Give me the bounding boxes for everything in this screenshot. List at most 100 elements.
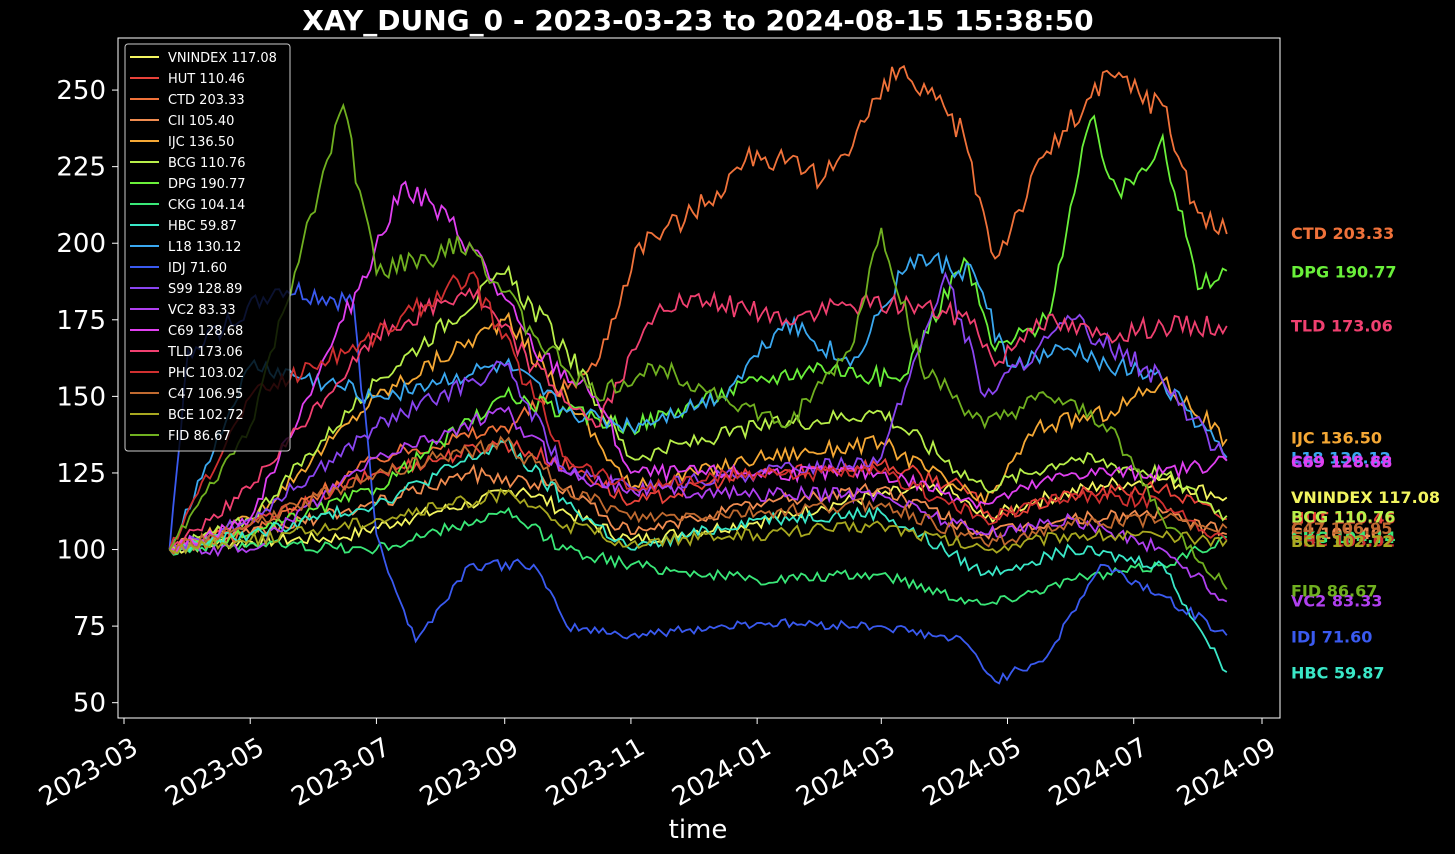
legend: VNINDEX 117.08 HUT 110.46 CTD 203.33 CII 10…	[124, 43, 291, 452]
end-label-value: 110.46	[1334, 508, 1396, 527]
legend-entry-name: TLD	[167, 345, 193, 360]
end-label-name: VC2	[1291, 592, 1326, 611]
legend-entry-c47: C47 106.95	[168, 387, 243, 402]
legend-entry-value: 59.87	[200, 219, 237, 234]
legend-entry-hbc: HBC 59.87	[168, 219, 237, 234]
series-line-hbc	[169, 436, 1228, 673]
legend-entry-vnindex: VNINDEX 117.08	[168, 51, 277, 66]
end-label-name: FID	[1291, 581, 1321, 600]
end-label-value: 59.87	[1334, 663, 1385, 682]
series-line-s99	[168, 271, 1228, 554]
end-label-dpg: DPG 190.77	[1291, 262, 1396, 281]
legend-entry-value: 203.33	[199, 93, 245, 108]
legend-entry-value: 102.72	[198, 408, 244, 423]
legend-entry-value: 110.46	[199, 72, 245, 87]
legend-entry-value: 83.33	[198, 303, 235, 318]
series-line-ijc	[169, 311, 1228, 551]
legend-entry-name: HBC	[168, 219, 196, 234]
legend-entry-name: BCG	[168, 156, 196, 171]
end-label-name: DPG	[1291, 262, 1329, 281]
end-label-value: 86.67	[1327, 581, 1378, 600]
y-tick-label: 250	[56, 76, 106, 106]
end-label-name: VNINDEX	[1291, 488, 1373, 507]
y-tick-label: 225	[56, 153, 106, 183]
end-label-bce: BCE 102.72	[1291, 532, 1393, 551]
legend-entry-value: 104.14	[200, 198, 246, 213]
y-tick-label: 100	[56, 536, 106, 566]
end-label-name: BCG	[1291, 508, 1328, 527]
legend-entry-name: CKG	[168, 198, 196, 213]
end-label-value: 83.33	[1332, 592, 1383, 611]
end-label-name: S99	[1291, 452, 1325, 471]
legend-entry-name: DPG	[168, 177, 196, 192]
y-tick-label: 75	[73, 612, 106, 642]
legend-entry-value: 110.76	[200, 156, 246, 171]
legend-entry-ctd: CTD 203.33	[168, 93, 245, 108]
end-label-c69: C69 128.68	[1291, 453, 1392, 472]
legend-entry-name: L18	[168, 240, 192, 255]
end-label-name: CII	[1291, 524, 1315, 543]
legend-entry-bce: BCE 102.72	[168, 408, 244, 423]
end-label-vnindex: VNINDEX 117.08	[1291, 488, 1440, 507]
end-label-ijc: IJC 136.50	[1291, 429, 1382, 448]
end-label-name: CKG	[1291, 528, 1328, 547]
legend-entry-value: 103.02	[199, 366, 245, 381]
legend-entry-name: C47	[168, 387, 194, 402]
end-label-cii: CII 105.40	[1291, 524, 1382, 543]
y-tick-label: 200	[56, 229, 106, 259]
end-label-name: C47	[1291, 519, 1325, 538]
legend-entry-name: C69	[168, 324, 194, 339]
end-label-value: 128.89	[1330, 452, 1392, 471]
end-label-ctd: CTD 203.33	[1291, 224, 1394, 243]
legend-entry-hut: HUT 110.46	[168, 72, 245, 87]
x-axis-label: time	[669, 815, 728, 845]
legend-entry-idj: IDJ 71.60	[168, 261, 227, 276]
series-line-idj	[168, 280, 1228, 685]
legend-entry-vc2: VC2 83.33	[168, 303, 236, 318]
end-label-name: L18	[1291, 448, 1323, 467]
legend-entry-name: PHC	[168, 366, 195, 381]
series-line-tld	[168, 287, 1228, 551]
legend-entry-l18: L18 130.12	[168, 240, 241, 255]
end-label-name: CTD	[1291, 224, 1327, 243]
legend-entry-name: VNINDEX	[168, 51, 227, 66]
end-label-name: IJC	[1291, 429, 1315, 448]
plot-area	[168, 64, 1228, 685]
end-label-idj: IDJ 71.60	[1291, 628, 1372, 647]
legend-entry-phc: PHC 103.02	[168, 366, 244, 381]
legend-entry-value: 71.60	[190, 261, 227, 276]
end-label-name: TLD	[1291, 317, 1325, 336]
end-label-value: 110.76	[1334, 508, 1396, 527]
series-line-vc2	[168, 405, 1228, 603]
legend-entry-value: 117.08	[231, 51, 277, 66]
chart-title: XAY_DUNG_0 - 2023-03-23 to 2024-08-15 15…	[302, 4, 1093, 37]
legend-entry-dpg: DPG 190.77	[168, 177, 246, 192]
end-label-value: 71.60	[1322, 628, 1373, 647]
legend-entry-value: 106.95	[198, 387, 244, 402]
legend-entry-name: S99	[168, 282, 193, 297]
end-label-value: 106.95	[1331, 519, 1393, 538]
y-tick-label: 50	[73, 689, 106, 719]
plot-frame	[117, 37, 1281, 719]
legend-box	[124, 43, 291, 452]
legend-entry-value: 190.77	[200, 177, 246, 192]
end-label-name: PHC	[1291, 531, 1328, 550]
series-line-c69	[169, 180, 1228, 553]
legend-entry-tld: TLD 173.06	[167, 345, 243, 360]
end-label-value: 190.77	[1335, 262, 1397, 281]
y-tick-label: 175	[56, 306, 106, 336]
end-label-tld: TLD 173.06	[1291, 317, 1393, 336]
end-label-vc2: VC2 83.33	[1291, 592, 1382, 611]
end-label-value: 136.50	[1320, 429, 1382, 448]
legend-entry-name: IDJ	[168, 261, 186, 276]
legend-entry-name: CTD	[168, 93, 195, 108]
series-line-ctd	[168, 64, 1228, 552]
legend-entry-cii: CII 105.40	[168, 114, 234, 129]
end-label-ckg: CKG 104.14	[1291, 528, 1396, 547]
legend-entry-value: 130.12	[196, 240, 242, 255]
series-line-c47	[168, 435, 1228, 556]
legend-entry-name: HUT	[168, 72, 195, 87]
end-label-phc: PHC 103.02	[1291, 531, 1395, 550]
legend-entry-fid: FID 86.67	[168, 429, 231, 444]
